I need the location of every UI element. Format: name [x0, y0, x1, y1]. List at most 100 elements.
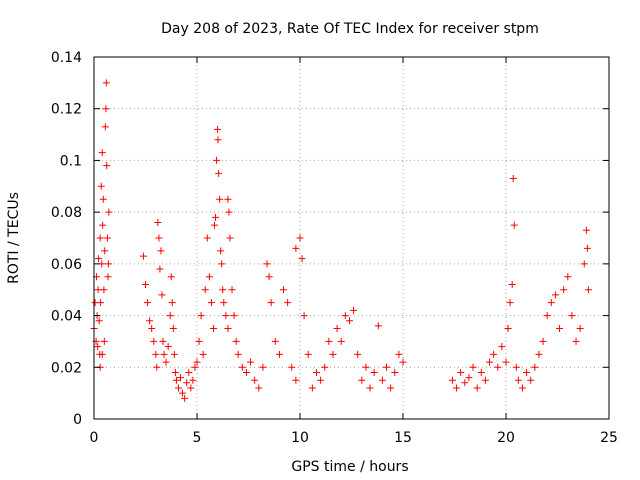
data-point-marker	[104, 260, 112, 268]
data-point-marker	[95, 255, 103, 263]
data-point-marker	[95, 317, 103, 325]
data-point-marker	[576, 325, 584, 332]
data-point-marker	[207, 299, 215, 307]
data-point-marker	[547, 299, 555, 307]
data-point-marker	[259, 363, 267, 371]
x-tick-label: 20	[497, 430, 515, 446]
data-point-marker	[226, 234, 234, 242]
data-point-marker	[222, 312, 230, 320]
data-point-marker	[171, 368, 179, 376]
data-point-marker	[568, 312, 576, 320]
data-point-marker	[477, 368, 485, 376]
data-point-marker	[539, 337, 547, 345]
data-point-marker	[321, 363, 329, 371]
data-point-marker	[103, 234, 111, 242]
data-point-marker	[292, 376, 300, 384]
data-point-marker	[267, 299, 275, 307]
data-point-marker	[486, 358, 494, 366]
data-point-marker	[104, 273, 112, 281]
data-point-marker	[350, 306, 358, 314]
data-point-marker	[508, 281, 516, 289]
data-point-marker	[582, 226, 590, 234]
y-tick-label: 0.1	[60, 153, 82, 169]
y-tick-label: 0.04	[51, 309, 82, 325]
data-point-marker	[213, 156, 221, 164]
data-point-marker	[265, 273, 273, 281]
data-point-marker	[144, 299, 152, 307]
data-point-marker	[584, 286, 592, 294]
data-point-marker	[155, 234, 163, 242]
data-point-marker	[166, 312, 174, 320]
y-axis-label: ROTI / TECUs	[6, 192, 22, 284]
data-point-marker	[217, 247, 225, 255]
data-point-marker	[195, 337, 203, 345]
data-point-marker	[370, 368, 378, 376]
data-point-marker	[169, 325, 177, 332]
data-point-marker	[387, 384, 395, 392]
x-tick-label: 15	[394, 430, 412, 446]
data-point-marker	[308, 384, 316, 392]
data-point-marker	[193, 358, 201, 366]
data-point-marker	[502, 358, 510, 366]
data-point-marker	[399, 358, 407, 366]
data-point-marker	[201, 286, 209, 294]
data-point-marker	[100, 286, 108, 294]
data-point-marker	[296, 234, 304, 242]
data-point-marker	[473, 384, 481, 392]
data-point-marker	[580, 260, 588, 268]
data-point-marker	[304, 350, 312, 358]
data-point-marker	[142, 281, 149, 289]
data-point-marker	[391, 368, 399, 376]
data-point-marker	[510, 221, 518, 229]
data-point-marker	[102, 79, 110, 87]
y-tick-label: 0.14	[51, 50, 82, 66]
data-point-marker	[284, 299, 292, 307]
data-point-marker	[167, 273, 175, 281]
data-point-marker	[512, 363, 520, 371]
data-point-marker	[228, 286, 236, 294]
data-point-marker	[159, 337, 167, 345]
data-point-marker	[288, 363, 296, 371]
chart-title: Day 208 of 2023, Rate Of TEC Index for r…	[161, 21, 539, 37]
data-point-marker	[230, 312, 238, 320]
data-point-marker	[531, 363, 539, 371]
data-point-marker	[181, 394, 189, 402]
data-point-marker	[312, 368, 320, 376]
data-point-marker	[157, 247, 165, 255]
x-axis-label: GPS time / hours	[291, 459, 408, 475]
data-point-marker	[97, 182, 105, 190]
data-point-marker	[481, 376, 489, 384]
data-point-marker	[99, 221, 107, 229]
data-point-marker	[185, 368, 193, 376]
data-point-marker	[504, 325, 512, 332]
data-point-marker	[383, 363, 391, 371]
data-point-marker	[453, 384, 461, 392]
data-point-marker	[98, 350, 106, 358]
data-point-marker	[238, 363, 246, 371]
data-point-marker	[551, 291, 559, 299]
data-point-marker	[506, 299, 514, 307]
data-point-marker	[329, 350, 337, 358]
data-point-marker	[224, 195, 232, 203]
data-point-marker	[494, 363, 502, 371]
data-point-marker	[97, 299, 105, 307]
data-point-marker	[514, 376, 522, 384]
data-point-marker	[170, 350, 178, 358]
data-point-marker	[560, 286, 568, 294]
data-point-marker	[212, 213, 220, 221]
grid-lines	[94, 57, 609, 419]
data-point-marker	[543, 312, 551, 320]
data-point-marker	[203, 234, 211, 242]
data-point-marker	[187, 384, 195, 392]
data-point-marker	[535, 350, 543, 358]
data-point-marker	[358, 376, 366, 384]
data-point-marker	[197, 312, 205, 320]
data-point-marker	[146, 317, 154, 325]
y-tick-label: 0	[73, 412, 82, 428]
data-point-marker	[177, 374, 185, 382]
data-point-marker	[300, 312, 308, 320]
data-point-marker	[374, 322, 382, 330]
data-point-marker	[216, 195, 224, 203]
data-point-marker	[527, 376, 535, 384]
y-tick-label: 0.12	[51, 102, 82, 118]
